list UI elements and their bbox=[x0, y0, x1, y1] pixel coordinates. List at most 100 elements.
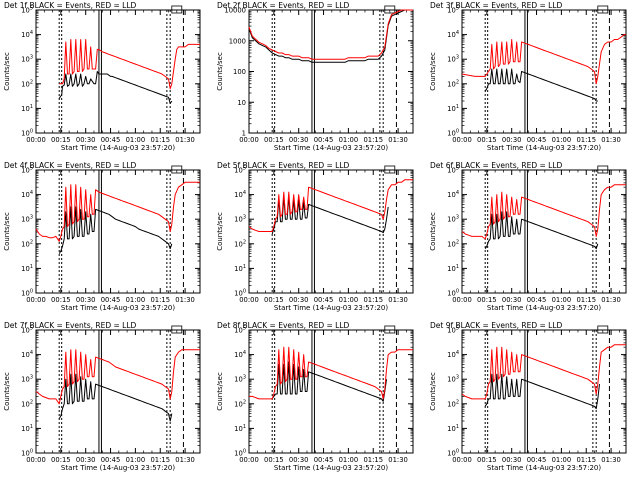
interval-bracket bbox=[384, 5, 396, 14]
y-tick-label: 103 bbox=[21, 375, 33, 384]
x-axis-label: Start Time (14-Aug-03 23:57:20) bbox=[61, 304, 175, 312]
y-tick-exponent: 2 bbox=[456, 399, 459, 405]
panel-det1f: Det 1f BLACK = Events, RED = LLD10010110… bbox=[3, 1, 201, 152]
x-tick-label: 01:00 bbox=[339, 136, 359, 144]
y-tick-label: 102 bbox=[234, 239, 246, 248]
series-events bbox=[58, 71, 173, 104]
series-lld bbox=[248, 9, 413, 60]
interval-bracket bbox=[384, 325, 396, 334]
y-tick-label: 105 bbox=[447, 326, 459, 335]
y-tick-label: 102 bbox=[447, 239, 459, 248]
plot-frame bbox=[461, 169, 627, 294]
panel-det8f: Det 8f BLACK = Events, RED = LLD10010110… bbox=[216, 321, 414, 472]
panel-title: Det 4f BLACK = Events, RED = LLD bbox=[4, 161, 137, 170]
x-tick-label: 01:30 bbox=[175, 136, 195, 144]
y-tick-exponent: 2 bbox=[456, 239, 459, 245]
y-tick-label: 101 bbox=[447, 424, 459, 433]
x-tick-label: 00:45 bbox=[101, 136, 121, 144]
y-axis-label: Counts/sec bbox=[3, 52, 11, 91]
y-axis-label: Counts/sec bbox=[216, 212, 224, 251]
y-axis-label: Counts/sec bbox=[429, 52, 437, 91]
y-tick-exponent: 5 bbox=[243, 326, 246, 332]
series-lld bbox=[59, 39, 200, 90]
series-events bbox=[248, 9, 413, 63]
x-tick-label: 00:30 bbox=[502, 456, 522, 464]
y-axis-label: Counts/sec bbox=[429, 372, 437, 411]
y-tick-exponent: 2 bbox=[30, 79, 33, 85]
y-tick-exponent: 0 bbox=[30, 129, 33, 135]
y-tick-exponent: 3 bbox=[456, 215, 459, 221]
x-axis-label: Start Time (14-Aug-03 23:57:20) bbox=[274, 144, 388, 152]
y-tick-label: 102 bbox=[21, 239, 33, 248]
y-tick-label: 103 bbox=[234, 215, 246, 224]
y-tick-exponent: 3 bbox=[456, 55, 459, 61]
x-tick-label: 00:45 bbox=[527, 136, 547, 144]
y-tick-exponent: 5 bbox=[30, 326, 33, 332]
series-lld bbox=[461, 34, 626, 85]
x-tick-label: 00:00 bbox=[452, 456, 472, 464]
x-tick-label: 00:15 bbox=[264, 296, 284, 304]
x-tick-label: 00:00 bbox=[452, 296, 472, 304]
y-tick-label: 101 bbox=[234, 264, 246, 273]
y-axis-label: Counts/sec bbox=[429, 212, 437, 251]
x-tick-label: 00:45 bbox=[527, 296, 547, 304]
x-tick-label: 00:30 bbox=[289, 296, 309, 304]
y-tick-label: 102 bbox=[21, 79, 33, 88]
panel-det7f: Det 7f BLACK = Events, RED = LLD10010110… bbox=[3, 321, 201, 472]
panel-det2f: Det 2f BLACK = Events, RED = LLD 1 10 100 10… bbox=[216, 1, 414, 152]
panel-det6f: Det 6f BLACK = Events, RED = LLD10010110… bbox=[429, 161, 627, 312]
interval-bracket bbox=[171, 325, 183, 334]
y-tick-label: 104 bbox=[447, 350, 459, 359]
series-lld bbox=[461, 344, 626, 400]
x-tick-label: 01:15 bbox=[576, 296, 596, 304]
y-tick-exponent: 2 bbox=[30, 239, 33, 245]
x-tick-label: 00:15 bbox=[264, 136, 284, 144]
y-tick-exponent: 3 bbox=[243, 375, 246, 381]
series-events bbox=[484, 373, 600, 410]
x-tick-label: 01:15 bbox=[363, 136, 383, 144]
y-tick-label: 104 bbox=[447, 190, 459, 199]
x-tick-label: 00:30 bbox=[289, 136, 309, 144]
x-axis-label: Start Time (14-Aug-03 23:57:20) bbox=[487, 144, 601, 152]
plot-frame bbox=[35, 169, 201, 294]
y-tick-label: 101 bbox=[21, 424, 33, 433]
y-tick-label: 102 bbox=[21, 399, 33, 408]
x-tick-label: 01:00 bbox=[339, 456, 359, 464]
x-tick-label: 01:00 bbox=[126, 296, 146, 304]
y-tick-label: 101 bbox=[21, 104, 33, 113]
x-tick-label: 00:00 bbox=[239, 456, 259, 464]
x-tick-label: 01:30 bbox=[388, 296, 408, 304]
panel-title: Det 8f BLACK = Events, RED = LLD bbox=[217, 321, 350, 330]
x-axis-label: Start Time (14-Aug-03 23:57:20) bbox=[274, 464, 388, 472]
y-tick-label: 103 bbox=[21, 215, 33, 224]
y-tick-exponent: 3 bbox=[30, 215, 33, 221]
y-tick-exponent: 2 bbox=[243, 399, 246, 405]
y-axis-label: Counts/sec bbox=[3, 212, 11, 251]
series-lld bbox=[248, 179, 413, 232]
x-tick-label: 00:15 bbox=[264, 456, 284, 464]
series-lld bbox=[461, 184, 626, 240]
y-tick-exponent: 3 bbox=[456, 375, 459, 381]
y-tick-label: 104 bbox=[21, 30, 33, 39]
x-tick-label: 00:45 bbox=[527, 456, 547, 464]
y-tick-exponent: 0 bbox=[243, 449, 246, 455]
x-tick-label: 01:00 bbox=[126, 456, 146, 464]
x-tick-label: 00:30 bbox=[502, 296, 522, 304]
x-tick-label: 01:30 bbox=[601, 456, 621, 464]
y-tick-exponent: 1 bbox=[30, 264, 33, 270]
y-tick-exponent: 1 bbox=[243, 264, 246, 270]
x-tick-label: 01:15 bbox=[576, 136, 596, 144]
y-tick-exponent: 4 bbox=[30, 30, 33, 36]
y-tick-label: 104 bbox=[234, 190, 246, 199]
x-tick-label: 01:15 bbox=[363, 456, 383, 464]
y-tick-label: 101 bbox=[447, 104, 459, 113]
y-tick-label: 105 bbox=[21, 166, 33, 175]
x-tick-label: 00:15 bbox=[51, 456, 71, 464]
interval-bracket bbox=[597, 5, 609, 14]
x-tick-label: 01:30 bbox=[175, 296, 195, 304]
x-tick-label: 00:00 bbox=[239, 296, 259, 304]
y-tick-exponent: 5 bbox=[456, 6, 459, 12]
y-tick-exponent: 1 bbox=[456, 264, 459, 270]
y-tick-label: 104 bbox=[234, 350, 246, 359]
